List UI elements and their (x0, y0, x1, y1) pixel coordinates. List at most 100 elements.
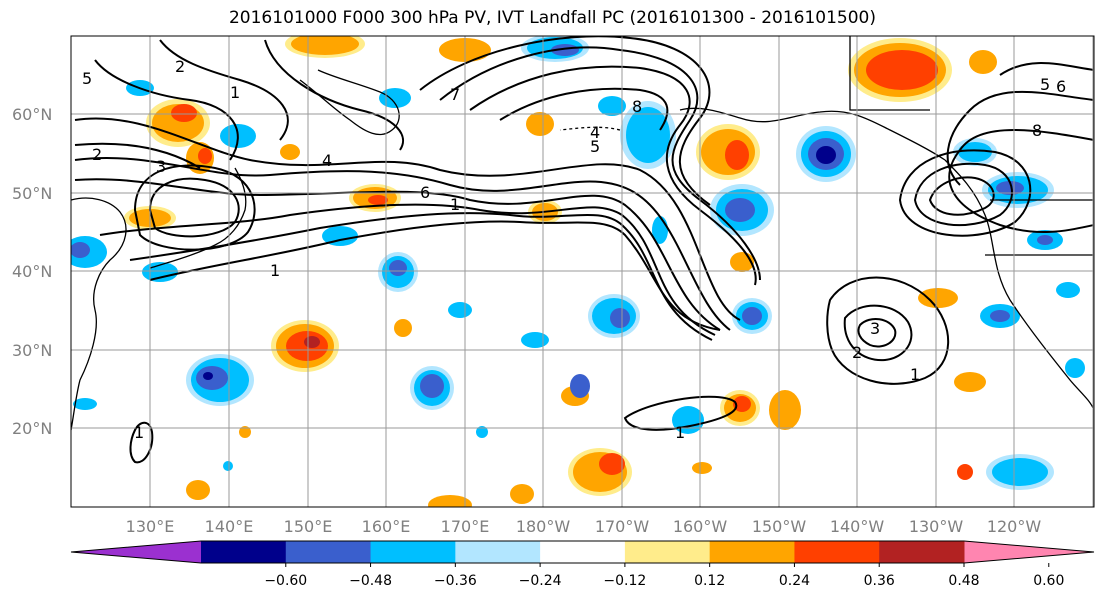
contour-label-1: 1 (134, 423, 144, 442)
contour-line (826, 276, 950, 385)
colorbar-tick-label: 0.12 (694, 573, 725, 589)
lon-label-120w: 120°W (987, 517, 1042, 536)
contour-line (946, 90, 1094, 186)
colorbar-bin (370, 541, 456, 563)
pv-contours (74, 36, 1094, 464)
contour-line (857, 318, 897, 348)
contour-line (928, 176, 995, 216)
map-title: 2016101000 F000 300 hPa PV, IVT Landfall… (228, 8, 876, 28)
negative-anomaly-7 (732, 298, 772, 334)
latitude-labels: 60°N 50°N 40°N 30°N 20°N (12, 105, 52, 438)
japan-coastline (149, 167, 247, 269)
contour-line (74, 117, 741, 321)
contour-line (898, 149, 1032, 237)
positive-anomaly-12 (186, 38, 754, 507)
contour-label-5: 5 (82, 69, 92, 88)
contour-label-1: 1 (230, 83, 240, 102)
lon-label-140e: 140°E (205, 517, 254, 536)
longitude-labels: 130°E 140°E 150°E 160°E 170°E 180°W 170°… (126, 517, 1042, 536)
colorbar-bin (455, 541, 541, 563)
colorbar: −0.60 −0.48 −0.36 −0.24 −0.12 0.12 0.24 0.36 0.4… (70, 540, 1095, 589)
contour-label-4: 4 (322, 151, 332, 170)
contour-label-8: 8 (632, 97, 642, 116)
colorbar-tick-label: −0.48 (349, 573, 392, 589)
colorbar-tick-label: 0.48 (948, 573, 979, 589)
positive-anomaly-5 (271, 320, 339, 372)
contour-line (469, 65, 757, 286)
colorbar-tick-label: −0.24 (519, 573, 562, 589)
negative-anomaly-2 (620, 101, 676, 169)
map-plot-area: 1 1 1 1 1 1 2 2 2 3 3 4 4 5 5 5 6 6 7 8 … (71, 36, 1094, 507)
contour-line (129, 212, 713, 341)
contour-line (129, 421, 154, 464)
negative-anomaly-4 (710, 184, 774, 236)
contour-label-1: 1 (675, 423, 685, 442)
lat-label-40n: 40°N (12, 262, 52, 281)
negative-anomaly-6 (588, 294, 640, 338)
contour-line (159, 39, 289, 141)
contour-labels: 1 1 1 1 1 1 2 2 2 3 3 4 4 5 5 5 6 6 7 8 … (82, 57, 1066, 442)
contour-label-1: 1 (270, 261, 280, 280)
contour-line (264, 39, 405, 151)
alaska-boundary (849, 36, 930, 111)
contour-line (948, 129, 1094, 234)
contour-line (499, 87, 669, 131)
kamchatka-coastline (299, 69, 400, 136)
colorbar-extend-high (964, 541, 1094, 563)
contour-line (149, 220, 721, 331)
colorbar-bin (794, 541, 880, 563)
colorbar-tick-label: −0.12 (603, 573, 646, 589)
contour-line (74, 142, 201, 169)
contour-label-5: 5 (590, 137, 600, 156)
colorbar-bin (624, 541, 711, 563)
lon-label-160e: 160°E (362, 517, 411, 536)
colorbar-bin (201, 541, 287, 563)
negative-anomaly-5 (378, 252, 418, 292)
contour-line (439, 46, 761, 281)
positive-anomaly-7 (696, 124, 760, 180)
contour-label-1: 1 (450, 195, 460, 214)
colorbar-tick-label: −0.36 (434, 573, 477, 589)
contour-label-4: 4 (590, 123, 600, 142)
contour-label-8: 8 (1032, 121, 1042, 140)
contour-label-6: 6 (420, 183, 430, 202)
positive-anomaly-9 (918, 50, 997, 480)
colorbar-tick-label: 0.36 (864, 573, 895, 589)
lon-label-150e: 150°E (284, 517, 333, 536)
contour-line (623, 395, 738, 431)
lat-label-20n: 20°N (12, 419, 52, 438)
negative-anomaly-9 (410, 366, 454, 410)
colorbar-bin (709, 541, 795, 563)
contour-label-3: 3 (870, 319, 880, 338)
lon-label-160w: 160°W (673, 517, 728, 536)
map-frame (70, 35, 1095, 508)
colorbar-outline (70, 540, 1095, 564)
contour-label-6: 6 (1056, 77, 1066, 96)
lon-label-170w: 170°W (595, 517, 650, 536)
contour-line (913, 162, 1013, 227)
colorbar-bin (879, 541, 965, 563)
contour-label-2: 2 (92, 145, 102, 164)
contour-line (94, 59, 239, 161)
contour-label-7: 7 (450, 85, 460, 104)
lon-label-130w: 130°W (909, 517, 964, 536)
negative-anomaly-3 (796, 126, 856, 182)
negative-anomaly-8 (186, 354, 254, 406)
colorbar-tick-label: 0.24 (779, 573, 810, 589)
aleutian-islands (559, 126, 621, 131)
contour-line (419, 36, 711, 206)
contour-line (148, 177, 240, 238)
lat-label-60n: 60°N (12, 105, 52, 124)
na-west-coastline (944, 159, 1094, 411)
lon-label-150w: 150°W (752, 517, 807, 536)
asia-coastline (71, 197, 127, 431)
colorbar-tick-label: 0.60 (1033, 573, 1064, 589)
colorbar-tick-label: −0.60 (264, 573, 307, 589)
positive-anomaly-1 (285, 36, 365, 58)
colorbar-extend-low (71, 541, 201, 563)
contour-label-2: 2 (175, 57, 185, 76)
negative-anomaly-10 (986, 454, 1054, 490)
map-gridlines (71, 36, 1094, 507)
contour-label-3: 3 (156, 157, 166, 176)
